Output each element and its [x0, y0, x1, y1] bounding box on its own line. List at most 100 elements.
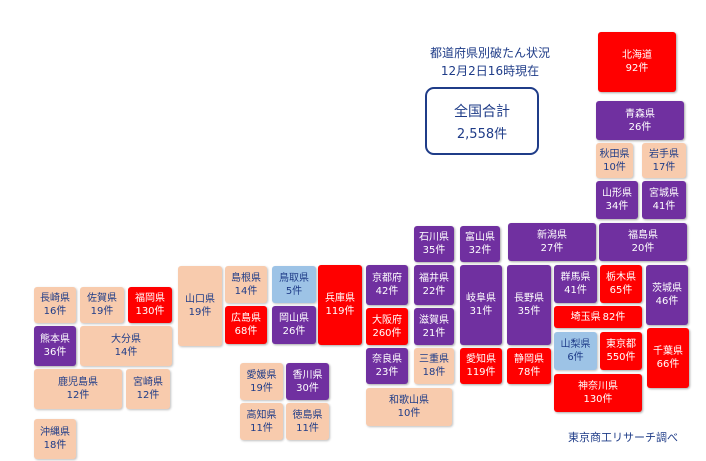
pref-aomori[interactable]: 青森県 26件 — [596, 101, 684, 140]
pref-yamagata[interactable]: 山形県 34件 — [596, 181, 638, 219]
pref-tochigi[interactable]: 栃木県 65件 — [600, 265, 642, 303]
pref-hiroshima[interactable]: 広島県 68件 — [225, 306, 267, 344]
pref-name: 宮城県 — [649, 188, 679, 199]
pref-name: 千葉県 — [653, 346, 683, 357]
pref-shizuoka[interactable]: 静岡県 78件 — [507, 348, 551, 384]
pref-count: 5件 — [285, 285, 303, 297]
pref-name: 熊本県 — [40, 334, 70, 345]
pref-count: 550件 — [606, 352, 636, 363]
pref-shiga[interactable]: 滋賀県 21件 — [414, 308, 454, 345]
pref-kumamoto[interactable]: 熊本県 36件 — [34, 326, 76, 366]
pref-nagano[interactable]: 長野県 35件 — [507, 265, 551, 345]
pref-count: 11件 — [296, 422, 319, 434]
pref-niigata[interactable]: 新潟県 27件 — [508, 223, 596, 261]
pref-name: 愛媛県 — [246, 369, 277, 381]
pref-kagoshima[interactable]: 鹿児島県 12件 — [34, 369, 122, 409]
pref-count: 119件 — [325, 306, 355, 317]
pref-name: 奈良県 — [372, 354, 402, 365]
pref-count: 46件 — [655, 296, 679, 307]
pref-count: 22件 — [422, 286, 446, 297]
pref-name: 大分県 — [111, 334, 141, 345]
pref-name: 宮崎県 — [133, 377, 163, 388]
pref-count: 34件 — [605, 201, 629, 212]
pref-iwate[interactable]: 岩手県 17件 — [642, 143, 686, 178]
national-total-box: 全国合計 2,558件 — [425, 87, 539, 155]
pref-name: 東京都 — [606, 339, 636, 350]
title-line-1: 都道府県別破たん状況 — [429, 46, 550, 60]
pref-count: 35件 — [517, 306, 541, 317]
pref-saga[interactable]: 佐賀県 19件 — [80, 287, 124, 323]
pref-yamaguchi[interactable]: 山口県 19件 — [178, 266, 222, 346]
pref-name: 鹿児島県 — [58, 377, 98, 388]
pref-mie[interactable]: 三重県 18件 — [414, 348, 454, 384]
pref-name: 滋賀県 — [419, 314, 449, 326]
pref-count: 27件 — [540, 243, 564, 254]
pref-name: 栃木県 — [606, 272, 636, 283]
pref-oita[interactable]: 大分県 14件 — [80, 326, 172, 366]
pref-ishikawa[interactable]: 石川県 35件 — [414, 226, 454, 262]
pref-gifu[interactable]: 岐阜県 31件 — [460, 265, 502, 345]
pref-name: 富山県 — [465, 232, 495, 243]
pref-hyogo[interactable]: 兵庫県 119件 — [318, 265, 362, 345]
pref-name: 岩手県 — [649, 148, 679, 160]
pref-miyagi[interactable]: 宮城県 41件 — [642, 181, 686, 219]
pref-count: 260件 — [372, 327, 402, 339]
pref-name: 和歌山県 — [389, 395, 429, 406]
pref-name: 埼玉県 — [570, 311, 601, 323]
pref-toyama[interactable]: 富山県 32件 — [460, 226, 500, 262]
pref-chiba[interactable]: 千葉県 66件 — [647, 328, 689, 388]
pref-saitama[interactable]: 埼玉県 82件 — [554, 306, 642, 328]
pref-wakayama[interactable]: 和歌山県 10件 — [366, 388, 452, 426]
pref-kanagawa[interactable]: 神奈川県 130件 — [554, 374, 642, 412]
pref-ehime[interactable]: 愛媛県 19件 — [240, 363, 283, 400]
pref-tokushima[interactable]: 徳島県 11件 — [286, 403, 329, 440]
pref-okayama[interactable]: 岡山県 26件 — [272, 306, 316, 344]
pref-count: 21件 — [422, 327, 446, 339]
pref-count: 26件 — [628, 121, 652, 133]
pref-okinawa[interactable]: 沖縄県 18件 — [34, 419, 76, 459]
pref-name: 岐阜県 — [466, 293, 496, 304]
pref-name: 鳥取県 — [279, 272, 309, 284]
pref-hokkaido[interactable]: 北海道 92件 — [598, 32, 676, 92]
pref-osaka[interactable]: 大阪府 260件 — [366, 308, 408, 345]
pref-name: 兵庫県 — [325, 293, 355, 304]
pref-name: 広島県 — [231, 313, 261, 324]
pref-aichi[interactable]: 愛知県 119件 — [460, 348, 502, 384]
pref-kagawa[interactable]: 香川県 30件 — [286, 363, 329, 400]
pref-count: 16件 — [43, 306, 67, 317]
pref-shimane[interactable]: 島根県 14件 — [225, 266, 267, 303]
pref-name: 北海道 — [622, 50, 652, 61]
pref-count: 65件 — [609, 285, 633, 296]
pref-name: 長崎県 — [40, 293, 70, 304]
pref-name: 京都府 — [372, 273, 402, 284]
pref-count: 12件 — [66, 390, 90, 401]
pref-name: 岡山県 — [279, 313, 309, 324]
pref-akita[interactable]: 秋田県 10件 — [596, 143, 633, 178]
pref-kochi[interactable]: 高知県 11件 — [240, 403, 283, 440]
pref-miyazaki[interactable]: 宮崎県 12件 — [126, 369, 170, 409]
pref-count: 78件 — [517, 367, 541, 378]
pref-count: 20件 — [631, 243, 655, 254]
pref-tottori[interactable]: 鳥取県 5件 — [272, 266, 316, 303]
pref-tokyo[interactable]: 東京都 550件 — [600, 332, 642, 370]
pref-nara[interactable]: 奈良県 23件 — [366, 348, 408, 384]
pref-name: 長野県 — [514, 293, 544, 304]
pref-fukushima[interactable]: 福島県 20件 — [599, 223, 687, 261]
pref-count: 26件 — [282, 326, 306, 337]
pref-kyoto[interactable]: 京都府 42件 — [366, 265, 408, 305]
pref-yamanashi[interactable]: 山梨県 6件 — [554, 332, 597, 370]
pref-count: 19件 — [250, 382, 273, 394]
pref-name: 山形県 — [602, 188, 632, 199]
pref-ibaraki[interactable]: 茨城県 46件 — [646, 265, 688, 325]
pref-count: 19件 — [90, 306, 114, 317]
pref-name: 新潟県 — [537, 230, 567, 241]
pref-fukuoka[interactable]: 福岡県 130件 — [128, 287, 172, 323]
pref-fukui[interactable]: 福井県 22件 — [414, 265, 454, 305]
pref-name: 青森県 — [625, 108, 655, 120]
pref-count: 14件 — [114, 347, 138, 358]
pref-nagasaki[interactable]: 長崎県 16件 — [34, 287, 76, 323]
pref-name: 島根県 — [231, 272, 261, 284]
pref-gunma[interactable]: 群馬県 41件 — [554, 265, 597, 303]
pref-name: 石川県 — [419, 232, 449, 243]
pref-count: 18件 — [43, 440, 67, 451]
